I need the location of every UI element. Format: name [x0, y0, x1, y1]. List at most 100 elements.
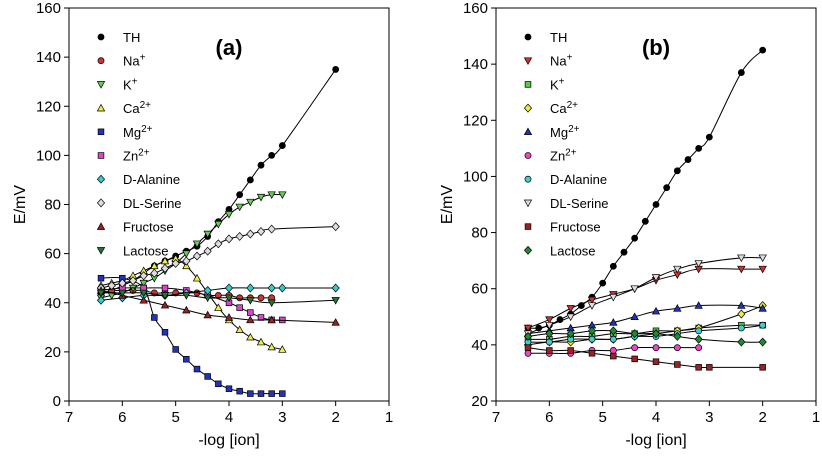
panel-b-legend-label: Mg2+ [550, 124, 580, 140]
panel-a-data-point [182, 292, 191, 300]
panel-b-xtick-label: 3 [705, 409, 713, 426]
panel-a-data-point [214, 303, 223, 311]
panel-a-data-point [224, 211, 234, 219]
panel-a-data-point [331, 297, 340, 305]
panel-b-series-4 [523, 301, 767, 337]
panel-a-ytick-label: 120 [36, 98, 61, 115]
panel-a-legend-label-sup: + [132, 76, 138, 87]
panel-b-data-point [609, 347, 617, 354]
panel-a-legend-marker [96, 81, 106, 89]
panel-a-data-point [107, 281, 116, 291]
panel-b-legend-label-sup: 2+ [568, 124, 580, 135]
panel-a-ytick-label: 60 [44, 246, 61, 263]
panel-a-legend-marker [97, 152, 105, 159]
panel-a-data-point [182, 305, 191, 314]
panel-a-series-3 [96, 254, 287, 353]
panel-b-data-point [673, 344, 681, 352]
panel-a-data-point [267, 315, 276, 324]
panel-b-data-point [651, 329, 661, 339]
panel-a-data-point [172, 346, 179, 353]
panel-a-data-point [246, 283, 255, 293]
panel-a-xtick-label: 2 [331, 409, 339, 426]
panel-b-data-point [609, 262, 617, 270]
panel-a-data-point [224, 283, 234, 293]
panel-a-data-point [139, 289, 148, 298]
panel-b-data-point [610, 352, 617, 360]
panel-a-data-point [160, 300, 170, 309]
panel-b-data-point [545, 321, 554, 330]
panel-b-data-point [524, 349, 532, 357]
panel-b-legend-marker [523, 245, 533, 255]
panel-b-xtick-label: 1 [812, 409, 820, 426]
panel-a-data-point [257, 390, 265, 397]
panel-b-legend-marker [524, 152, 532, 159]
panel-b-legend: TH Na+ K+ Ca2+ Mg2+ Zn2+ D-Alanine DL-Serine Fru… [523, 30, 609, 258]
panel-b-data-point [684, 156, 692, 163]
panel-a-data-point [224, 313, 234, 321]
panel-a-legend-label: D-Alanine [123, 172, 180, 187]
panel-b-data-point [695, 144, 703, 152]
panel-a-xtick-label: 4 [225, 409, 233, 426]
panel-b-data-point [545, 316, 554, 324]
panel-a-data-point [247, 390, 254, 397]
panel-b-legend-marker [523, 127, 533, 136]
panel-b-data-point [705, 133, 713, 141]
panel-a-data-point [267, 191, 276, 199]
panel-a-series-4 [97, 274, 286, 397]
panel-a-data-point [256, 193, 266, 202]
panel-a-data-point [182, 250, 191, 258]
panel-b-data-point [663, 184, 671, 192]
panel-a-ylabel: E/mV [12, 185, 29, 224]
panel-b-data-point [566, 313, 575, 322]
panel-a-data-point [331, 222, 340, 232]
panel-a-data-point [139, 279, 148, 288]
panel-a-legend-label: Lactose [123, 243, 169, 258]
panel-a-data-point [204, 373, 211, 380]
panel-a-data-point [160, 256, 170, 265]
panel-a-data-point [246, 297, 255, 305]
panel-b-data-point [567, 347, 574, 354]
panel-a-data-point [96, 289, 106, 298]
panel-b-legend-label-sup: 2+ [567, 100, 579, 111]
panel-b-xtick-label: 2 [758, 409, 766, 426]
panel-a-data-point [192, 240, 202, 249]
panel-b-data-point [673, 167, 681, 175]
panel-a-series-9 [96, 289, 340, 308]
panel-a-data-point [161, 284, 169, 292]
panel-a-xtick-label: 6 [118, 409, 126, 426]
panel-b-series-9 [523, 326, 767, 347]
panel-b-data-point [737, 254, 746, 263]
panel-a-data-point [192, 251, 202, 261]
panel-a-legend-marker [96, 174, 106, 184]
panel-b-data-point [641, 217, 649, 225]
panel-b-data-point [706, 364, 713, 371]
panel-a-data-point [171, 258, 180, 268]
panel-b-data-point [737, 301, 746, 309]
panel-a-data-point [246, 198, 255, 207]
panel-a-legend-marker [97, 33, 105, 41]
panel-a-data-point [193, 365, 201, 373]
panel-a-data-point [256, 227, 266, 236]
panel-a-ytick-label: 80 [44, 197, 61, 214]
panel-b-data-point [694, 334, 703, 344]
panel-b-data-point [587, 302, 597, 310]
panel-a-data-point [236, 191, 244, 199]
panel-a-data-point [267, 299, 276, 308]
panel-b-data-point [609, 326, 618, 336]
panel-b-data-point [758, 265, 767, 274]
panel-a-ytick-label: 40 [44, 295, 61, 312]
panel-b-data-point [695, 364, 702, 371]
panel-b-data-point [566, 329, 575, 339]
panel-a-data-point [278, 191, 287, 199]
panel-a-ytick-label: 160 [36, 0, 61, 17]
panel-a-legend-label-sup: + [140, 53, 146, 64]
panel-b-data-point [587, 326, 597, 336]
panel-b-data-point [758, 304, 767, 312]
panel-b-legend-label-sup: + [559, 76, 565, 87]
panel-b-legend-label: Na+ [550, 53, 573, 69]
panel-a-data-point [128, 276, 138, 286]
panel-b-data-point [695, 327, 703, 335]
panel-b-data-point [674, 361, 681, 368]
